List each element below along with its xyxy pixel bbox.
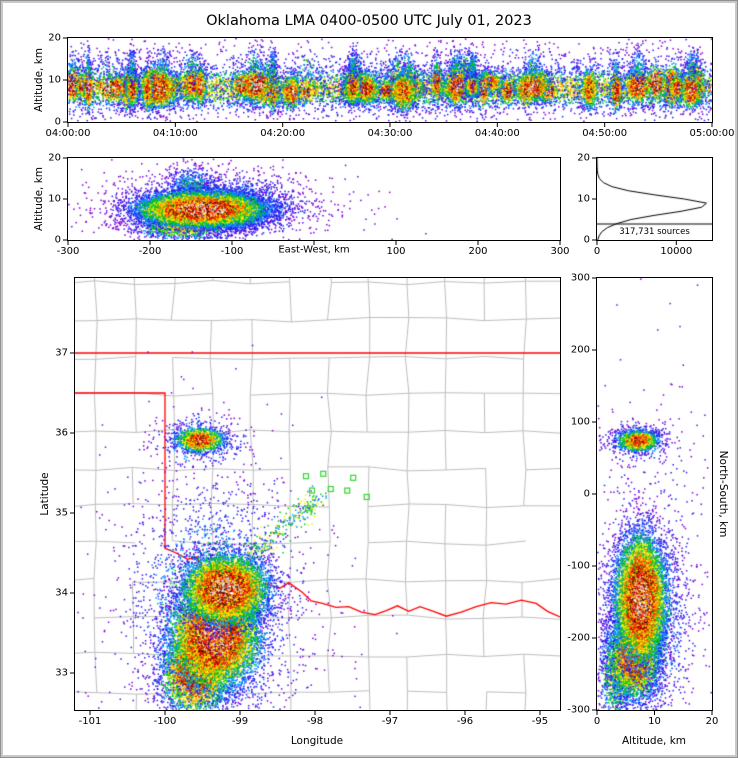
north-south-height-scatter (597, 278, 712, 710)
map-panel-xlabel: Longitude (290, 735, 344, 747)
tick-label: 33 (55, 667, 68, 679)
ns-panel-xlabel: Altitude, km (621, 735, 687, 747)
tick-label: 10 (48, 74, 61, 86)
tick-label: 20 (705, 716, 719, 727)
tick-label: -95 (531, 716, 549, 727)
tick-label: 20 (577, 152, 590, 164)
tick-label: -100 (567, 560, 590, 572)
tick-label: 0 (593, 716, 601, 727)
tick-label: -99 (231, 716, 249, 727)
tick-label: 34 (55, 587, 68, 599)
tick-label: 300 (570, 272, 590, 284)
figure-title: Oklahoma LMA 0400-0500 UTC July 01, 2023 (206, 13, 532, 29)
ew-panel-xlabel: East-West, km (278, 244, 350, 256)
tick-label: -100 (220, 246, 244, 257)
ew-panel-ylabel: Altitude, km (33, 166, 45, 232)
tick-label: 04:40:00 (474, 128, 520, 139)
altitude-histogram-panel (596, 157, 713, 241)
tick-label: 36 (55, 427, 68, 439)
tick-label: -300 (567, 704, 590, 716)
plan-view-map (75, 278, 560, 710)
tick-label: 04:50:00 (582, 128, 628, 139)
tick-label: 200 (570, 344, 590, 356)
time-height-panel (67, 37, 713, 123)
north-south-height-panel (596, 277, 713, 711)
tick-label: -100 (153, 716, 177, 727)
tick-label: 100 (386, 246, 406, 257)
tick-label: -101 (78, 716, 102, 727)
tick-label: -200 (138, 246, 162, 257)
tick-label: 05:00:00 (689, 128, 735, 139)
tick-label: 200 (468, 246, 488, 257)
tick-label: 37 (55, 347, 68, 359)
east-west-height-scatter (68, 158, 560, 240)
tick-label: -96 (456, 716, 474, 727)
altitude-histogram-curve (597, 158, 712, 240)
tick-label: 04:20:00 (260, 128, 306, 139)
plan-view-map-panel (74, 277, 561, 711)
tick-label: 0 (583, 234, 590, 246)
tick-label: -200 (567, 632, 590, 644)
tick-label: 10 (648, 716, 661, 727)
tick-label: 100 (570, 416, 590, 428)
tick-label: 20 (48, 32, 61, 44)
tick-label: 0 (593, 246, 601, 257)
tick-label: 0 (583, 488, 590, 500)
tick-label: 10000 (660, 246, 693, 257)
tick-label: -300 (56, 246, 80, 257)
ns-panel-ylabel: North-South, km (717, 450, 729, 538)
tick-label: 20 (48, 152, 61, 164)
tick-label: 10 (577, 193, 590, 205)
east-west-height-panel (67, 157, 561, 241)
tick-label: -97 (381, 716, 399, 727)
time-height-scatter (68, 38, 712, 122)
time-panel-ylabel: Altitude, km (33, 47, 45, 113)
tick-label: 10 (48, 193, 61, 205)
tick-label: 300 (550, 246, 570, 257)
tick-label: 0 (54, 116, 61, 128)
tick-label: 04:00:00 (45, 128, 91, 139)
tick-label: 04:10:00 (152, 128, 198, 139)
tick-label: 35 (55, 507, 68, 519)
map-panel-ylabel: Latitude (39, 472, 51, 516)
sources-count-label: 317,731 sources (619, 227, 690, 237)
tick-label: -98 (306, 716, 324, 727)
tick-label: 0 (54, 234, 61, 246)
tick-label: 04:30:00 (367, 128, 413, 139)
